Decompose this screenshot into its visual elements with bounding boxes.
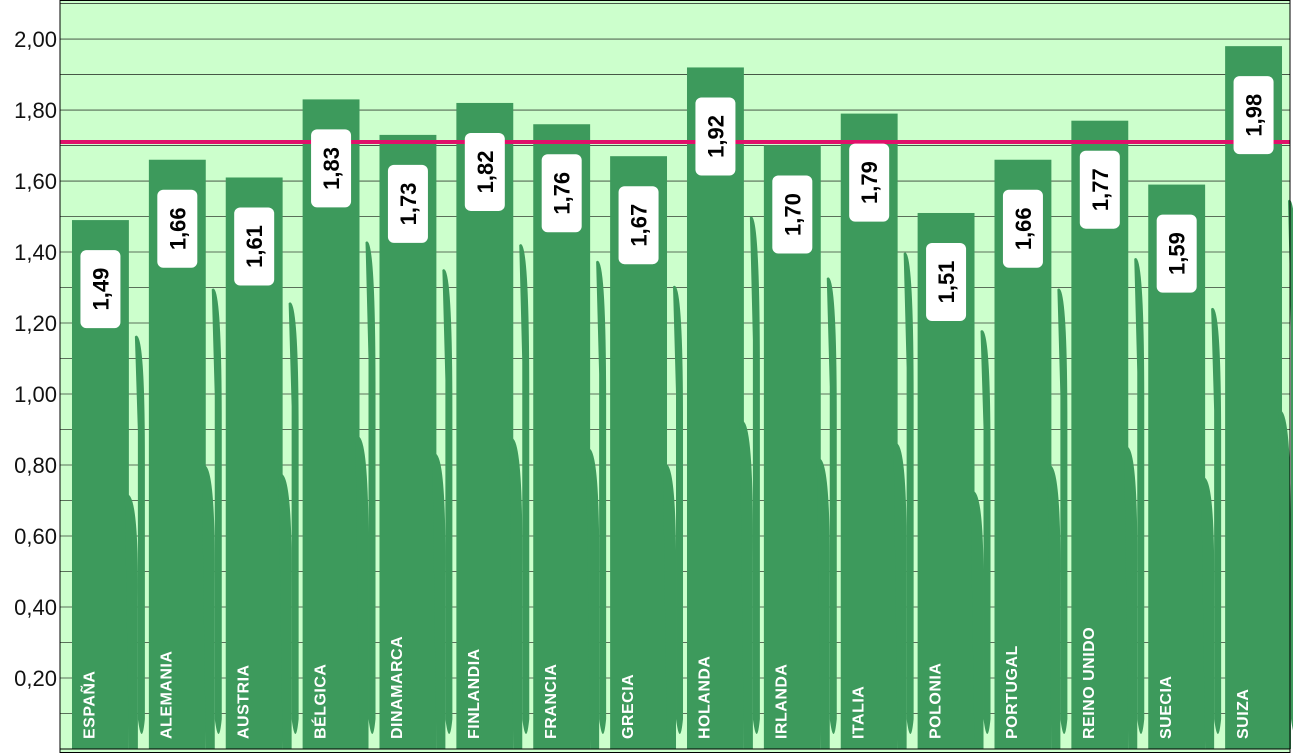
category-label: PORTUGAL: [1004, 645, 1021, 739]
value-label: 1,83: [319, 147, 344, 190]
value-label: 1,76: [550, 172, 575, 215]
bar-ribbon: [673, 285, 684, 734]
category-label: REINO UNIDO: [1081, 627, 1098, 739]
value-label-box: [157, 189, 198, 268]
value-label: 1,79: [857, 161, 882, 204]
category-label: HOLANDA: [697, 656, 714, 740]
category-label: ESPAÑA: [79, 671, 99, 740]
category-label: ITALIA: [850, 686, 867, 739]
category-label: SUIZA: [1235, 689, 1252, 740]
bar-ribbon: [739, 420, 753, 749]
value-label: 1,51: [934, 261, 959, 304]
bar-ribbon: [365, 241, 376, 734]
y-tick-label: 0,80: [14, 453, 57, 478]
value-label: 1,92: [703, 115, 728, 158]
bar-ribbon: [903, 252, 914, 734]
y-tick-label: 0,20: [14, 666, 57, 691]
bar: [1225, 46, 1283, 750]
value-label-box: [541, 154, 582, 233]
bar-ribbon: [1057, 288, 1068, 734]
category-label: DINAMARCA: [389, 636, 406, 739]
category-label: AUSTRIA: [235, 664, 252, 739]
bar-ribbon: [1278, 410, 1292, 749]
bar-ribbon: [1047, 465, 1061, 749]
category-label: FRANCIA: [543, 664, 560, 740]
y-tick-label: 1,60: [14, 169, 57, 194]
y-tick-label: 2,00: [14, 27, 57, 52]
y-tick-label: 1,20: [14, 311, 57, 336]
value-label-box: [695, 97, 736, 176]
bar-ribbon: [432, 453, 446, 749]
value-label-box: [772, 175, 813, 254]
value-label-box: [1156, 214, 1197, 293]
bar-ribbon: [509, 437, 523, 749]
bar: [302, 99, 360, 749]
bar-ribbon: [519, 244, 530, 734]
value-label-box: [234, 207, 275, 286]
value-label: 1,59: [1165, 232, 1190, 275]
value-label: 1,67: [627, 204, 652, 247]
value-label: 1,82: [473, 151, 498, 194]
bar-ribbon: [1124, 446, 1138, 749]
value-label-box: [849, 143, 890, 222]
bar-ribbon: [355, 436, 369, 749]
y-tick-label: 1,40: [14, 240, 57, 265]
bar-ribbon: [586, 448, 600, 749]
category-label: BÉLGICA: [310, 664, 329, 740]
category-label: ALEMANIA: [159, 651, 176, 739]
value-label: 1,66: [165, 207, 190, 250]
bar-ribbon: [124, 494, 138, 749]
value-label-box: [926, 242, 967, 321]
bar-ribbon: [816, 458, 830, 749]
value-label-box: [618, 186, 659, 265]
y-tick-label: 0,60: [14, 524, 57, 549]
value-label-box: [387, 164, 428, 243]
bar: [686, 67, 744, 749]
value-label: 1,61: [242, 225, 267, 268]
bar-ribbon: [211, 288, 222, 734]
bar-ribbon: [278, 473, 292, 749]
y-axis: 0,20 0,40 0,60 0,80 1,00 1,20 1,40 1,60 1,80 2,00: [14, 27, 57, 691]
value-label: 1,66: [1011, 207, 1036, 250]
y-tick-label: 0,40: [14, 595, 57, 620]
value-label-box: [1002, 189, 1043, 268]
value-label: 1,70: [780, 193, 805, 236]
bar-ribbon: [288, 302, 299, 734]
labels: ESPAÑA 1,49 ALEMANIA 1,66 AUSTRIA 1,61 BÉLGICA…: [79, 76, 1274, 739]
value-label-box: [1233, 76, 1274, 155]
bar-ribbon: [663, 463, 677, 749]
y-tick-label: 1,80: [14, 98, 57, 123]
bar-ribbon: [201, 465, 215, 749]
category-label: GRECIA: [620, 674, 637, 739]
value-label-box: [311, 129, 352, 208]
bar-ribbon: [1134, 257, 1145, 734]
y-tick-label: 1,00: [14, 382, 57, 407]
value-label-box: [1079, 150, 1120, 229]
category-label: SUECIA: [1158, 676, 1175, 739]
category-label: IRLANDA: [774, 664, 791, 740]
bar-ribbon: [826, 277, 837, 734]
bar-ribbon: [1288, 199, 1293, 731]
value-label: 1,73: [396, 182, 421, 225]
value-label: 1,98: [1242, 94, 1267, 137]
bar-ribbon: [596, 260, 607, 734]
bar-ribbon: [980, 330, 991, 734]
value-label-box: [80, 250, 121, 329]
bar-ribbon: [442, 269, 453, 734]
value-label: 1,77: [1088, 168, 1113, 211]
bar-ribbon: [893, 442, 907, 749]
bar-ribbon: [970, 490, 984, 749]
bar-ribbon: [1211, 307, 1222, 734]
category-label: FINLANDIA: [466, 648, 483, 739]
bar-ribbon: [1201, 477, 1215, 749]
value-label: 1,49: [88, 268, 113, 311]
bar-ribbon: [134, 335, 145, 734]
value-label-box: [464, 132, 505, 211]
category-label: POLONIA: [927, 663, 944, 739]
bar-ribbon: [749, 216, 760, 734]
